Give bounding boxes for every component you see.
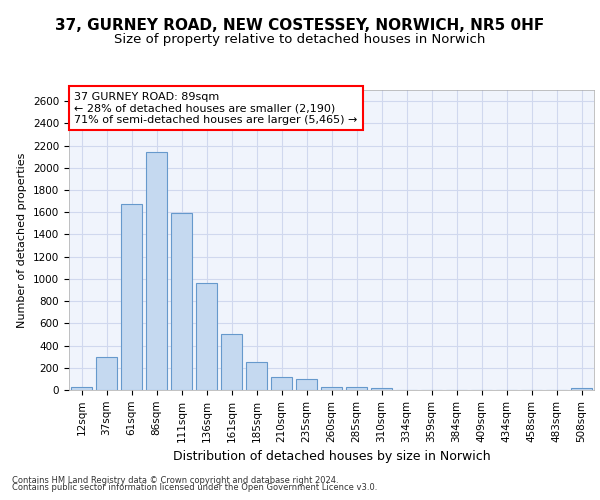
Bar (171, 214, 192, 390)
Text: 37 GURNEY ROAD: 89sqm
← 28% of detached houses are smaller (2,190)
71% of semi-d: 37 GURNEY ROAD: 89sqm ← 28% of detached … (74, 92, 358, 124)
Bar (321, 386, 342, 390)
Bar (246, 362, 267, 390)
Bar (146, 152, 167, 390)
Y-axis label: Number of detached properties: Number of detached properties (17, 152, 28, 328)
Bar (571, 388, 592, 390)
Bar (346, 386, 367, 390)
Text: Size of property relative to detached houses in Norwich: Size of property relative to detached ho… (115, 32, 485, 46)
Text: 37, GURNEY ROAD, NEW COSTESSEY, NORWICH, NR5 0HF: 37, GURNEY ROAD, NEW COSTESSEY, NORWICH,… (55, 18, 545, 32)
Bar (121, 204, 142, 390)
Text: Contains HM Land Registry data © Crown copyright and database right 2024.: Contains HM Land Registry data © Crown c… (12, 476, 338, 485)
X-axis label: Distribution of detached houses by size in Norwich: Distribution of detached houses by size … (173, 450, 490, 463)
Bar (71, 387, 92, 390)
Bar (196, 284, 217, 390)
Bar (296, 379, 317, 390)
Bar (371, 388, 392, 390)
Bar (271, 376, 292, 390)
Bar (221, 334, 242, 390)
Bar (96, 356, 117, 390)
Text: Contains public sector information licensed under the Open Government Licence v3: Contains public sector information licen… (12, 484, 377, 492)
